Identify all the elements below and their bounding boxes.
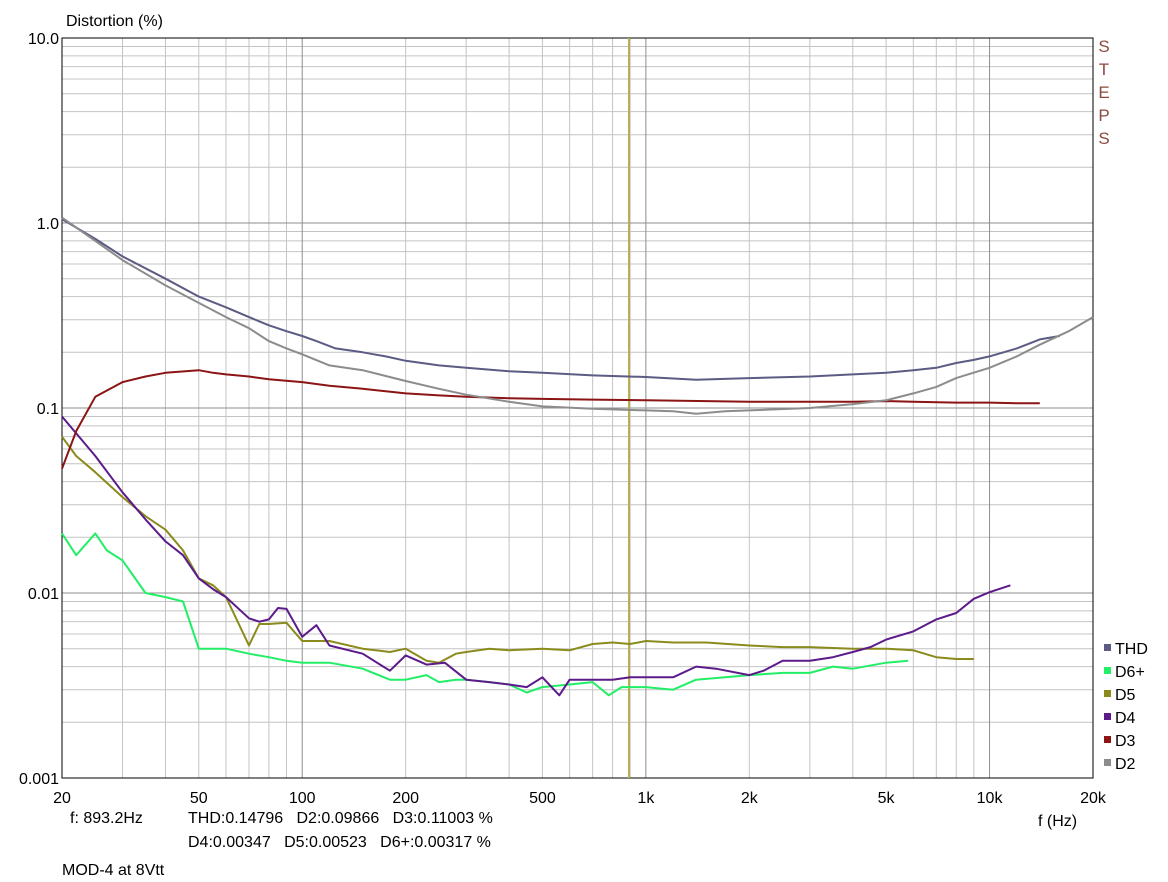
legend-label: D3 [1115,733,1136,750]
series-line-thd [61,218,1060,381]
x-tick-label: 50 [190,790,208,807]
side-label-letter: P [1098,106,1109,125]
legend-swatch [1104,667,1111,674]
side-label-letter: E [1098,83,1109,102]
x-tick-label: 20k [1080,790,1107,807]
series-layer [61,216,1094,697]
x-tick-label: 1k [637,790,655,807]
y-tick-label: 0.001 [19,771,59,788]
series-line-d6-plus [61,532,909,697]
x-tick-label: 2k [741,790,759,807]
y-tick-label: 0.1 [37,401,59,418]
legend-label: D4 [1115,710,1136,727]
side-label-letter: T [1099,60,1109,79]
y-tick-labels: 10.0 1.0 0.1 0.01 0.001 [19,31,59,788]
x-tick-label: 10k [977,790,1004,807]
legend-label: D2 [1115,756,1136,773]
distortion-readout-line-1: THD:0.14796 D2:0.09866 D3:0.11003 % [188,810,493,827]
series-line-d2 [61,216,1094,415]
legend-label: D5 [1115,687,1136,704]
measurement-caption: MOD-4 at 8Vtt [62,862,165,879]
legend-swatch [1104,690,1111,697]
x-axis-label: f (Hz) [1038,813,1077,830]
y-tick-label: 0.01 [28,586,59,603]
side-label-letter: S [1098,129,1109,148]
y-tick-label: 1.0 [37,216,59,233]
x-tick-label: 5k [878,790,896,807]
x-tick-label: 200 [392,790,419,807]
legend-swatch [1104,759,1111,766]
side-label-letter: S [1098,37,1109,56]
legend-label: THD [1115,641,1148,658]
legend: THD D6+ D5 D4 D3 D2 [1104,641,1148,773]
x-tick-label: 100 [289,790,316,807]
legend-swatch [1104,736,1111,743]
y-tick-label: 10.0 [28,31,59,48]
y-axis-label: Distortion (%) [66,13,163,30]
x-tick-labels: 20 50 100 200 500 1k 2k 5k 10k 20k [53,790,1107,807]
plot-frame [61,37,1094,779]
x-tick-label: 20 [53,790,71,807]
legend-swatch [1104,713,1111,720]
series-line-d3 [61,369,1040,470]
series-line-d4 [61,415,1011,697]
legend-label: D6+ [1115,664,1145,681]
legend-swatch [1104,644,1111,651]
distortion-readout-line-2: D4:0.00347 D5:0.00523 D6+:0.00317 % [188,834,491,851]
cursor-frequency-readout: f: 893.2Hz [70,810,143,827]
x-tick-label: 500 [529,790,556,807]
